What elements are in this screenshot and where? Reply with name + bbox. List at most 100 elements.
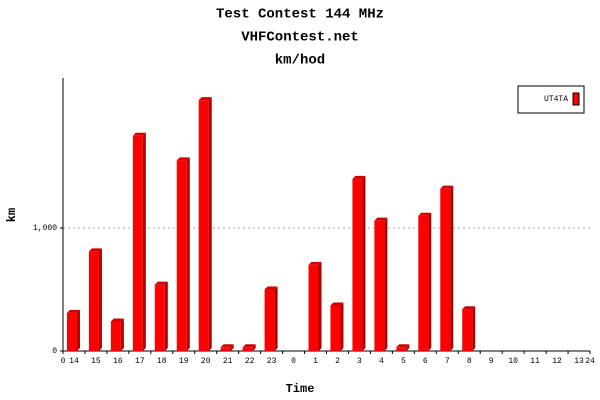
- x-end-label: 0: [61, 357, 66, 366]
- bar: [418, 215, 429, 351]
- x-tick-label: 14: [69, 357, 79, 366]
- bar-side: [318, 261, 322, 351]
- x-tick-label: 0: [291, 357, 296, 366]
- bar-top: [462, 306, 476, 310]
- x-tick-label: 23: [267, 357, 277, 366]
- bar-side: [164, 281, 168, 351]
- bar-side: [274, 286, 278, 351]
- legend-label: UT4TA: [544, 95, 568, 104]
- chart-title: Test Contest 144 MHz: [216, 7, 384, 23]
- x-tick-label: 1: [313, 357, 318, 366]
- bar-top: [308, 261, 322, 265]
- bar-side: [252, 344, 256, 351]
- x-tick-label: 11: [530, 357, 540, 366]
- bar-top: [330, 302, 344, 306]
- bar-group: [396, 344, 410, 351]
- x-end-label: 24: [585, 357, 595, 366]
- bar-top: [154, 281, 168, 285]
- bar-top: [352, 175, 366, 179]
- x-tick-label: 19: [179, 357, 189, 366]
- bar: [242, 347, 253, 351]
- bar: [374, 220, 385, 351]
- bar-side: [142, 132, 146, 351]
- bar-side: [362, 175, 366, 351]
- y-tick-label: 0: [52, 347, 57, 356]
- x-tick-label: 22: [245, 357, 255, 366]
- bar-side: [120, 318, 124, 351]
- bar: [352, 178, 363, 351]
- bar-top: [110, 318, 124, 322]
- bar-top: [418, 212, 432, 216]
- bar-side: [472, 306, 476, 351]
- bar: [330, 305, 341, 351]
- bar: [66, 312, 77, 351]
- bar-group: [418, 212, 432, 351]
- bar: [220, 347, 231, 351]
- bar-top: [374, 217, 388, 221]
- bar-group: [330, 302, 344, 351]
- x-tick-label: 4: [379, 357, 384, 366]
- bar-group: [176, 157, 190, 351]
- x-tick-label: 10: [508, 357, 518, 366]
- bar: [440, 188, 451, 351]
- bar-group: [66, 309, 80, 351]
- x-tick-label: 6: [423, 357, 428, 366]
- x-tick-label: 13: [574, 357, 584, 366]
- y-axis-title: km: [5, 208, 19, 222]
- bar: [396, 347, 407, 351]
- bar-side: [428, 212, 432, 351]
- bar-group: [154, 281, 168, 351]
- bar: [132, 135, 143, 351]
- x-tick-label: 5: [401, 357, 406, 366]
- bar-side: [406, 344, 410, 351]
- bar-top: [66, 309, 80, 313]
- x-tick-label: 20: [201, 357, 211, 366]
- bar-group: [198, 97, 212, 351]
- bar-group: [308, 261, 322, 351]
- x-tick-label: 8: [467, 357, 472, 366]
- bar: [462, 309, 473, 351]
- bar-top: [440, 185, 454, 189]
- x-tick-label: 16: [113, 357, 123, 366]
- bar-side: [450, 185, 454, 351]
- x-tick-label: 21: [223, 357, 233, 366]
- x-tick-label: 9: [489, 357, 494, 366]
- bar-top: [88, 248, 102, 252]
- bar-top: [176, 157, 190, 161]
- bar-top: [242, 344, 256, 348]
- bar-top: [198, 97, 212, 101]
- x-tick-label: 15: [91, 357, 101, 366]
- bar-group: [352, 175, 366, 351]
- bar-group: [132, 132, 146, 351]
- x-tick-label: 17: [135, 357, 145, 366]
- bar-side: [340, 302, 344, 351]
- bar-group: [374, 217, 388, 351]
- bar: [308, 264, 319, 351]
- bar: [88, 251, 99, 351]
- bar-top: [264, 286, 278, 290]
- bar-group: [440, 185, 454, 351]
- bar-group: [220, 344, 234, 351]
- bar-top: [220, 344, 234, 348]
- x-axis-title: Time: [286, 382, 315, 396]
- bar-side: [76, 309, 80, 351]
- bar-side: [208, 97, 212, 351]
- bar: [154, 284, 165, 351]
- x-tick-label: 18: [157, 357, 167, 366]
- bar: [110, 321, 121, 351]
- chart-subtitle: VHFContest.net: [241, 30, 359, 46]
- x-tick-label: 7: [445, 357, 450, 366]
- bar: [264, 289, 275, 351]
- bar-group: [242, 344, 256, 351]
- legend-swatch: [572, 92, 580, 106]
- bar-side: [384, 217, 388, 351]
- bar-side: [98, 248, 102, 351]
- bar: [198, 100, 209, 351]
- bar-group: [264, 286, 278, 351]
- bar-group: [110, 318, 124, 351]
- x-tick-label: 3: [357, 357, 362, 366]
- bar-top: [132, 132, 146, 136]
- bar-side: [186, 157, 190, 351]
- bar-top: [396, 344, 410, 348]
